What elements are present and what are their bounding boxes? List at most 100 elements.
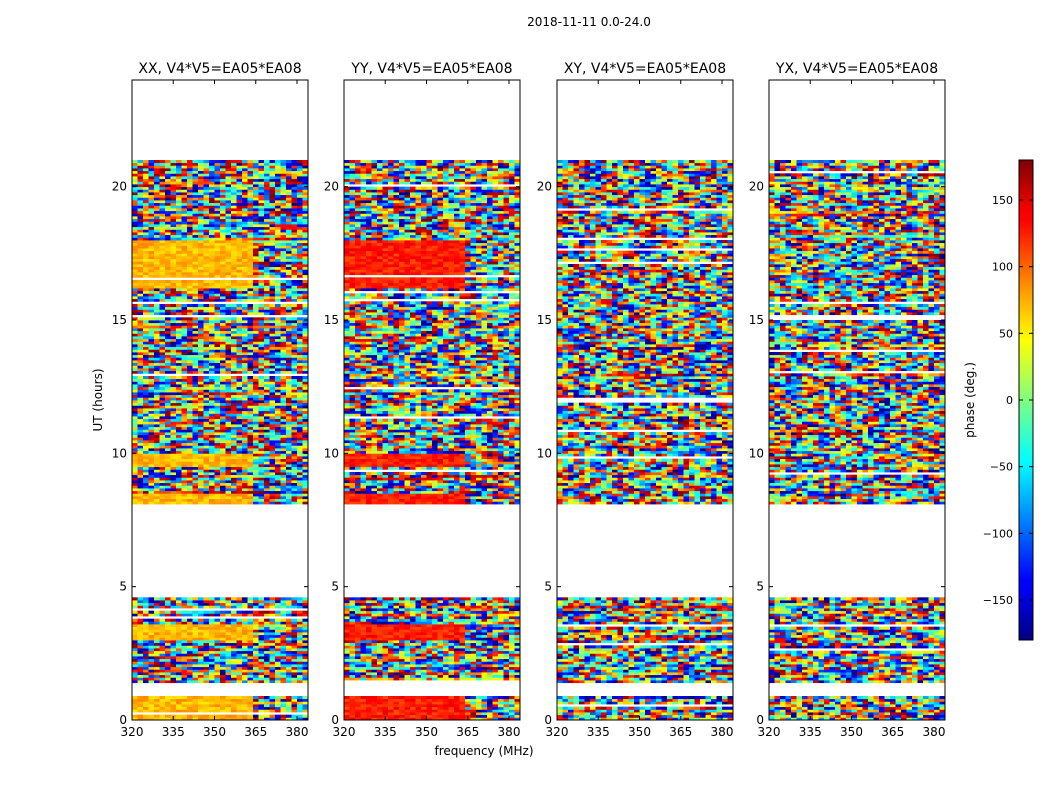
heat-cell-xx	[214, 621, 221, 625]
heat-cell-xx	[220, 450, 226, 454]
heat-cell-xx	[137, 669, 144, 673]
heat-cell-xx	[236, 424, 243, 428]
heat-cell-xx	[258, 477, 265, 481]
heat-cell-xx	[214, 282, 221, 286]
heat-cell-xx	[165, 226, 171, 230]
heat-cell-xx	[209, 429, 215, 433]
heat-cell-xx	[297, 322, 303, 326]
heat-cell-xx	[297, 240, 303, 244]
heat-cell-xx	[220, 184, 226, 188]
heat-cell-xx	[253, 426, 259, 430]
heat-cell-xx	[220, 216, 226, 220]
heat-cell-xx	[247, 648, 254, 652]
heat-cell-xx	[220, 488, 226, 492]
heat-cell-xx	[220, 677, 226, 681]
heat-cell-xx	[214, 674, 221, 678]
heat-cell-xx	[264, 234, 270, 238]
heat-cell-xx	[137, 232, 144, 236]
heat-cell-xx	[181, 320, 188, 324]
heat-cell-xx	[176, 626, 182, 630]
heat-cell-xx	[214, 696, 221, 700]
heat-cell-xx	[280, 304, 287, 308]
heat-cell-xx	[247, 629, 254, 633]
heat-cell-xx	[154, 482, 160, 486]
heat-cell-xx	[247, 352, 254, 356]
heat-cell-xx	[242, 416, 248, 420]
heat-cell-xx	[198, 666, 204, 670]
heat-cell-xx	[291, 250, 298, 254]
heat-cell-xx	[286, 330, 292, 334]
heat-cell-xx	[231, 394, 237, 398]
heat-cell-xx	[137, 626, 144, 630]
heat-cell-xx	[302, 224, 309, 228]
heat-cell-xx	[214, 672, 221, 676]
heat-cell-xx	[143, 653, 149, 657]
heat-cell-xx	[198, 360, 204, 364]
heat-cell-xx	[170, 242, 177, 246]
heat-cell-xx	[275, 416, 281, 420]
heat-cell-xx	[247, 328, 254, 332]
heat-cell-xx	[297, 178, 303, 182]
heat-cell-xx	[165, 394, 171, 398]
heat-cell-xx	[132, 285, 138, 289]
heat-cell-xx	[253, 282, 259, 286]
heat-cell-xx	[176, 346, 182, 350]
heat-cell-xx	[203, 296, 210, 300]
heat-cell-xx	[253, 226, 259, 230]
heat-cell-xx	[176, 496, 182, 500]
heat-cell-xx	[165, 680, 171, 684]
heat-cell-xx	[297, 216, 303, 220]
heat-cell-xx	[137, 416, 144, 420]
heat-cell-xx	[170, 472, 177, 476]
heat-cell-xx	[132, 354, 138, 358]
heat-cell-xx	[242, 288, 248, 292]
heat-cell-xx	[220, 424, 226, 428]
heat-cell-xx	[154, 378, 160, 382]
heat-cell-xx	[154, 346, 160, 350]
heat-cell-xx	[220, 386, 226, 390]
heat-cell-xx	[225, 216, 232, 220]
heat-cell-xx	[137, 621, 144, 625]
heat-cell-xx	[209, 498, 215, 502]
heat-cell-xx	[286, 658, 292, 662]
heat-cell-xx	[209, 288, 215, 292]
heat-cell-xx	[291, 224, 298, 228]
heat-cell-xx	[225, 613, 232, 617]
heat-cell-xx	[209, 501, 215, 505]
heat-cell-xx	[291, 666, 298, 670]
heat-cell-xx	[280, 645, 287, 649]
heat-cell-xx	[280, 189, 287, 193]
heat-cell-xx	[198, 472, 204, 476]
heat-cell-xx	[148, 493, 155, 497]
heat-cell-xx	[137, 226, 144, 230]
heat-cell-xx	[143, 293, 149, 297]
heat-cell-xx	[242, 394, 248, 398]
heat-cell-xx	[143, 325, 149, 329]
heat-cell-xx	[236, 648, 243, 652]
heat-cell-xx	[258, 290, 265, 294]
heat-cell-xx	[297, 285, 303, 289]
heat-cell-xx	[181, 410, 188, 414]
heat-cell-xx	[264, 456, 270, 460]
heat-cell-xx	[302, 698, 309, 702]
heat-cell-xx	[225, 442, 232, 446]
heat-cell-xx	[170, 637, 177, 641]
heat-cell-xx	[181, 298, 188, 302]
heat-cell-xx	[286, 336, 292, 340]
heat-cell-xx	[154, 488, 160, 492]
heat-cell-xx	[181, 341, 188, 345]
heat-cell-xx	[198, 394, 204, 398]
heat-cell-xx	[159, 285, 166, 289]
heat-cell-xx	[231, 461, 237, 465]
heat-cell-xx	[286, 293, 292, 297]
heat-cell-xx	[297, 186, 303, 190]
heat-cell-xx	[132, 418, 138, 422]
heat-cell-xx	[187, 426, 193, 430]
heat-cell-xx	[198, 304, 204, 308]
heat-cell-xx	[170, 597, 177, 601]
heat-cell-xx	[302, 632, 309, 636]
heat-cell-xx	[198, 408, 204, 412]
heat-cell-xx	[132, 632, 138, 636]
heat-cell-xx	[214, 306, 221, 310]
heat-cell-xx	[137, 261, 144, 265]
